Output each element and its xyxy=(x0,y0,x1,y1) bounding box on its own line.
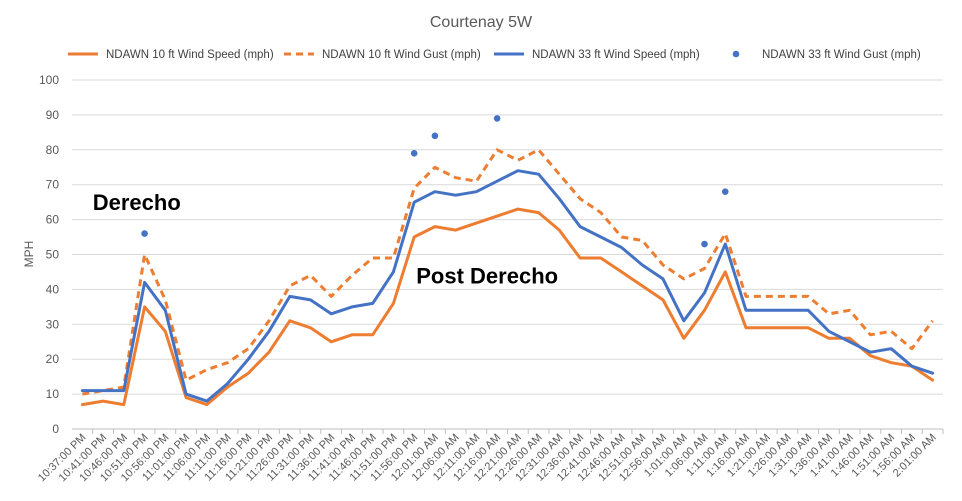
y-tick-label: 30 xyxy=(46,317,60,331)
y-axis-ticks: 0 10 20 30 40 50 60 70 80 90 100 xyxy=(39,73,59,436)
series-4 xyxy=(141,115,729,248)
chart-title: Courtenay 5W xyxy=(430,14,533,31)
annotation-label: Derecho xyxy=(93,190,181,215)
legend-swatch xyxy=(732,50,740,58)
y-axis-title: MPH xyxy=(22,241,36,268)
series-line xyxy=(80,169,935,403)
legend-item: NDAWN 10 ft Wind Speed (mph) xyxy=(68,49,274,61)
legend-label: NDAWN 33 ft Wind Gust (mph) xyxy=(762,49,921,61)
annotations: Derecho Post Derecho xyxy=(93,190,558,288)
series-3 xyxy=(80,169,935,403)
y-tick-label: 60 xyxy=(46,213,60,227)
legend-label: NDAWN 10 ft Wind Gust (mph) xyxy=(322,49,481,61)
y-tick-label: 100 xyxy=(39,73,59,87)
y-tick-label: 20 xyxy=(46,352,60,366)
legend-item: NDAWN 10 ft Wind Gust (mph) xyxy=(284,49,481,61)
data-point xyxy=(431,132,439,140)
annotation-label: Post Derecho xyxy=(416,263,558,288)
legend-item: NDAWN 33 ft Wind Gust (mph) xyxy=(732,49,921,61)
y-tick-label: 80 xyxy=(46,143,60,157)
y-tick-label: 10 xyxy=(46,387,60,401)
y-tick-label: 40 xyxy=(46,282,60,296)
y-tick-label: 0 xyxy=(52,422,59,436)
y-tick-label: 50 xyxy=(46,248,60,262)
series-group xyxy=(80,115,935,407)
series-line xyxy=(82,148,934,396)
y-tick-label: 70 xyxy=(46,178,60,192)
data-point xyxy=(721,188,729,195)
series-1 xyxy=(80,207,935,407)
series-2 xyxy=(82,148,934,396)
legend-item: NDAWN 33 ft Wind Speed (mph) xyxy=(494,49,700,61)
y-tick-label: 90 xyxy=(46,108,60,122)
legend: NDAWN 10 ft Wind Speed (mph) NDAWN 10 ft … xyxy=(68,49,921,61)
data-point xyxy=(141,230,148,237)
data-point xyxy=(701,240,708,248)
data-point xyxy=(410,149,418,157)
legend-label: NDAWN 10 ft Wind Speed (mph) xyxy=(106,49,274,61)
series-line xyxy=(80,207,935,407)
legend-label: NDAWN 33 ft Wind Speed (mph) xyxy=(532,49,700,61)
data-point xyxy=(493,115,501,122)
